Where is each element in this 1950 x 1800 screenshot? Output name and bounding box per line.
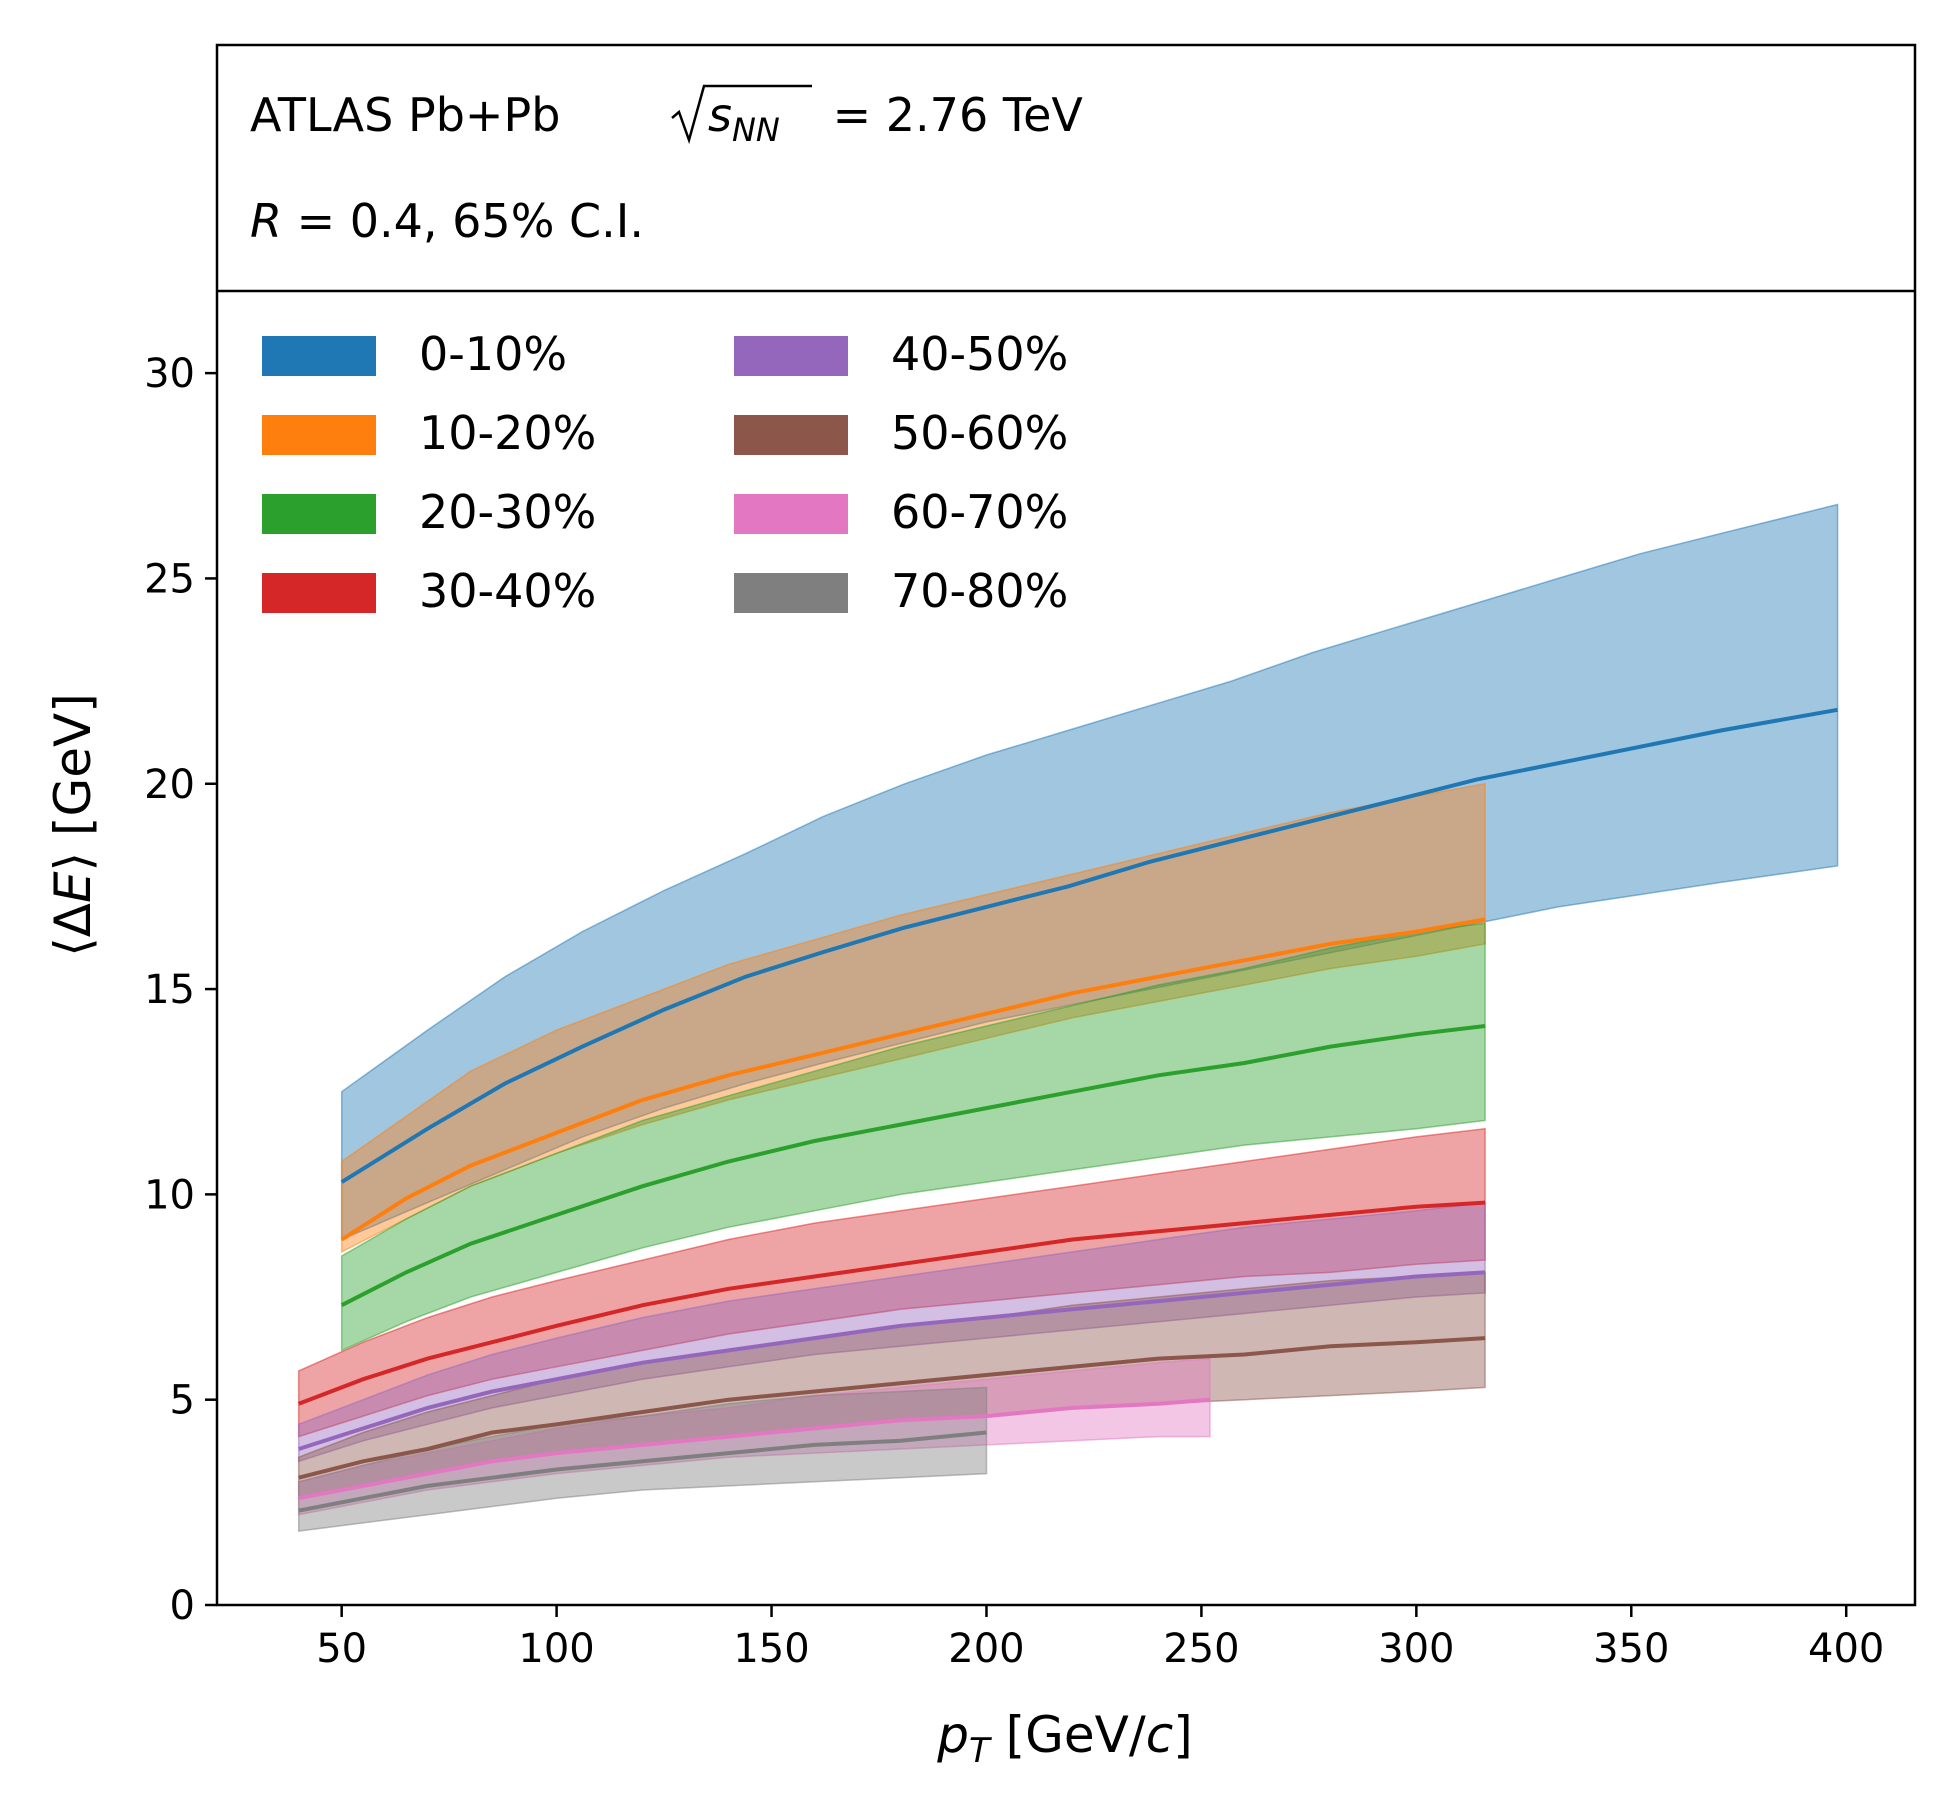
y-label-close: ⟩ [GeV]	[44, 693, 102, 871]
legend-swatch	[734, 336, 848, 376]
header-energy-text: = 2.76 TeV	[818, 88, 1083, 142]
y-tick-label: 25	[144, 556, 195, 602]
y-tick-label: 30	[144, 351, 195, 397]
line-20-30%	[340, 1024, 1486, 1307]
x-tick-label: 400	[1808, 1626, 1884, 1672]
band-60-70%	[297, 1357, 1211, 1516]
legend-label: 60-70%	[891, 485, 1068, 539]
legend-swatch	[262, 336, 376, 376]
line-60-70%	[298, 1397, 1211, 1501]
plot-area	[297, 503, 1839, 1532]
x-label-unit: [GeV/	[990, 1706, 1146, 1764]
header-nn: NN	[732, 111, 780, 149]
x-tick-label: 100	[518, 1626, 594, 1672]
header-line2: R = 0.4, 65% C.I.	[250, 194, 644, 248]
x-label-p: p	[936, 1706, 969, 1764]
legend-label: 10-20%	[419, 406, 596, 460]
x-label-c: c	[1146, 1706, 1174, 1764]
x-tick-label: 200	[948, 1626, 1024, 1672]
legend-label: 70-80%	[891, 564, 1068, 618]
legend: 0-10% 10-20% 20-30% 30-40% 40-50% 50-60% 60-70…	[262, 327, 1068, 618]
line-0-10%	[340, 707, 1838, 1184]
legend-label: 0-10%	[419, 327, 567, 381]
x-label-end: ]	[1173, 1706, 1193, 1764]
x-axis-ticks: 50 100 150 200 250 300 350 400	[316, 1605, 1884, 1672]
legend-swatch	[262, 494, 376, 534]
x-tick-label: 150	[733, 1626, 809, 1672]
y-axis-label: ⟨ΔE⟩ [GeV]	[44, 693, 102, 956]
legend-label: 20-30%	[419, 485, 596, 539]
y-label-open: ⟨Δ	[44, 903, 102, 957]
line-50-60%	[298, 1336, 1486, 1480]
legend-swatch	[262, 573, 376, 613]
legend-label: 50-60%	[891, 406, 1068, 460]
y-tick-label: 10	[144, 1172, 195, 1218]
legend-swatch	[262, 415, 376, 455]
legend-label: 40-50%	[891, 327, 1068, 381]
x-tick-label: 350	[1593, 1626, 1669, 1672]
band-20-30%	[340, 922, 1486, 1352]
band-0-10%	[340, 503, 1839, 1241]
y-tick-label: 5	[170, 1378, 195, 1424]
line-30-40%	[297, 1200, 1486, 1406]
x-tick-label: 250	[1163, 1626, 1239, 1672]
header-sqrt-var: sNN	[708, 88, 780, 149]
header-energy: = 2.76 TeV	[818, 88, 1083, 142]
y-label-E: E	[44, 871, 102, 903]
header-R: R	[250, 194, 282, 248]
header-box: ATLAS Pb+Pb sNN = 2.76 TeV R = 0.4, 65% …	[250, 84, 1083, 248]
sqrt-symbol	[671, 84, 812, 145]
header-line1: ATLAS Pb+Pb	[250, 88, 560, 142]
legend-swatch	[734, 415, 848, 455]
y-tick-label: 15	[144, 967, 195, 1013]
header-ci: = 0.4, 65% C.I.	[282, 194, 644, 248]
y-axis-ticks: 0 5 10 15 20 25 30	[144, 351, 217, 1629]
figure-frame	[215, 43, 1917, 1607]
x-tick-label: 50	[316, 1626, 367, 1672]
y-tick-label: 0	[170, 1583, 195, 1629]
band-70-80%	[297, 1386, 988, 1532]
legend-label: 30-40%	[419, 564, 596, 618]
line-10-20%	[340, 917, 1486, 1242]
legend-swatch	[734, 573, 848, 613]
line-70-80%	[298, 1430, 987, 1513]
header-experiment: ATLAS Pb+Pb	[250, 88, 560, 142]
x-tick-label: 300	[1378, 1626, 1454, 1672]
x-label-T: T	[969, 1731, 992, 1771]
header-s: s	[708, 88, 732, 142]
x-axis-label: pT [GeV/c]	[936, 1706, 1193, 1771]
y-tick-label: 20	[144, 762, 195, 808]
line-40-50%	[298, 1270, 1486, 1451]
legend-swatch	[734, 494, 848, 534]
